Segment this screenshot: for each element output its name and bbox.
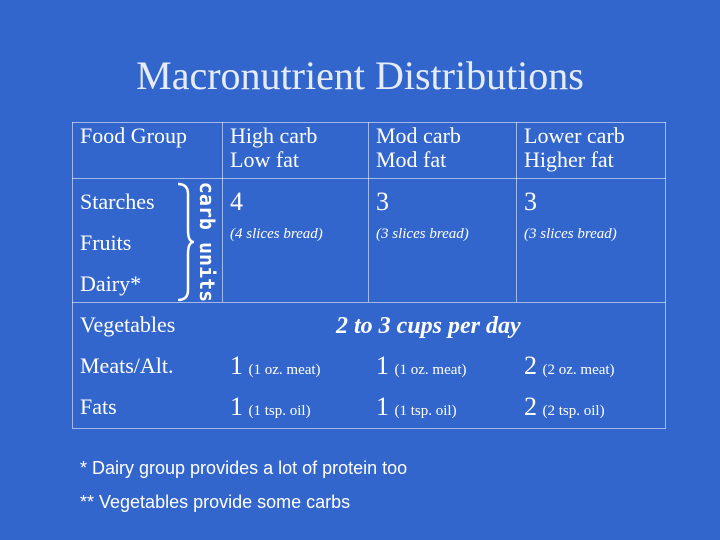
carb-col1-value: 4	[230, 187, 243, 216]
carb-col2-unit: (3 slices bread)	[376, 226, 469, 242]
grid-line-col1	[222, 122, 223, 302]
fats-col1-unit: (1 tsp. oil)	[248, 403, 311, 419]
header-col1-line1: High carb	[230, 123, 318, 148]
fats-col1-value: 1	[230, 392, 243, 421]
slide-title: Macronutrient Distributions	[136, 53, 584, 98]
grid-line-left	[72, 122, 73, 428]
fats-col2: 1 (1 tsp. oil)	[376, 392, 457, 423]
dairy-footnote: * Dairy group provides a lot of protein …	[80, 458, 408, 478]
group-fats: Fats	[80, 394, 117, 419]
vegetables-footnote: ** Vegetables provide some carbs	[80, 492, 351, 512]
grid-line-bottom	[72, 428, 666, 429]
fats-col2-unit: (1 tsp. oil)	[394, 403, 457, 419]
meats-col2-unit: (1 oz. meat)	[394, 362, 467, 378]
carb-col3-value: 3	[524, 187, 537, 216]
carb-units-label: carb units	[195, 181, 220, 303]
group-vegetables: Vegetables	[80, 312, 176, 337]
meats-col3-unit: (2 oz. meat)	[542, 362, 615, 378]
meats-col2-value: 1	[376, 351, 389, 380]
fats-col3-value: 2	[524, 392, 537, 421]
grid-line-right	[665, 122, 666, 428]
header-col2-line2: Mod fat	[376, 147, 447, 172]
vegetables-value: 2 to 3 cups per day	[336, 313, 521, 339]
fats-col1: 1 (1 tsp. oil)	[230, 392, 311, 423]
carb-col1-unit: (4 slices bread)	[230, 226, 323, 242]
group-starches: Starches	[80, 189, 155, 214]
group-dairy: Dairy*	[80, 271, 142, 296]
meats-col3-value: 2	[524, 351, 537, 380]
carb-units-brace	[177, 182, 195, 302]
header-food-group: Food Group	[80, 123, 187, 148]
fats-col2-value: 1	[376, 392, 389, 421]
meats-col1-value: 1	[230, 351, 243, 380]
meats-col3: 2 (2 oz. meat)	[524, 351, 615, 382]
fats-col3-unit: (2 tsp. oil)	[542, 403, 605, 419]
header-col3-line2: Higher fat	[524, 147, 614, 172]
grid-line-col3	[516, 122, 517, 302]
meats-col2: 1 (1 oz. meat)	[376, 351, 467, 382]
header-col2-line1: Mod carb	[376, 123, 461, 148]
header-col3-line1: Lower carb	[524, 123, 625, 148]
carb-units-label-wrap: carb units	[195, 181, 220, 303]
grid-line-top	[72, 122, 666, 123]
meats-col1: 1 (1 oz. meat)	[230, 351, 321, 382]
carb-col2-value: 3	[376, 187, 389, 216]
grid-line-carb-bottom	[72, 302, 666, 303]
grid-line-header-bottom	[72, 178, 666, 179]
group-fruits: Fruits	[80, 230, 132, 255]
header-col1-line2: Low fat	[230, 147, 300, 172]
meats-col1-unit: (1 oz. meat)	[248, 362, 321, 378]
grid-line-col2	[368, 122, 369, 302]
group-meats: Meats/Alt.	[80, 353, 174, 378]
carb-col3-unit: (3 slices bread)	[524, 226, 617, 242]
fats-col3: 2 (2 tsp. oil)	[524, 392, 605, 423]
